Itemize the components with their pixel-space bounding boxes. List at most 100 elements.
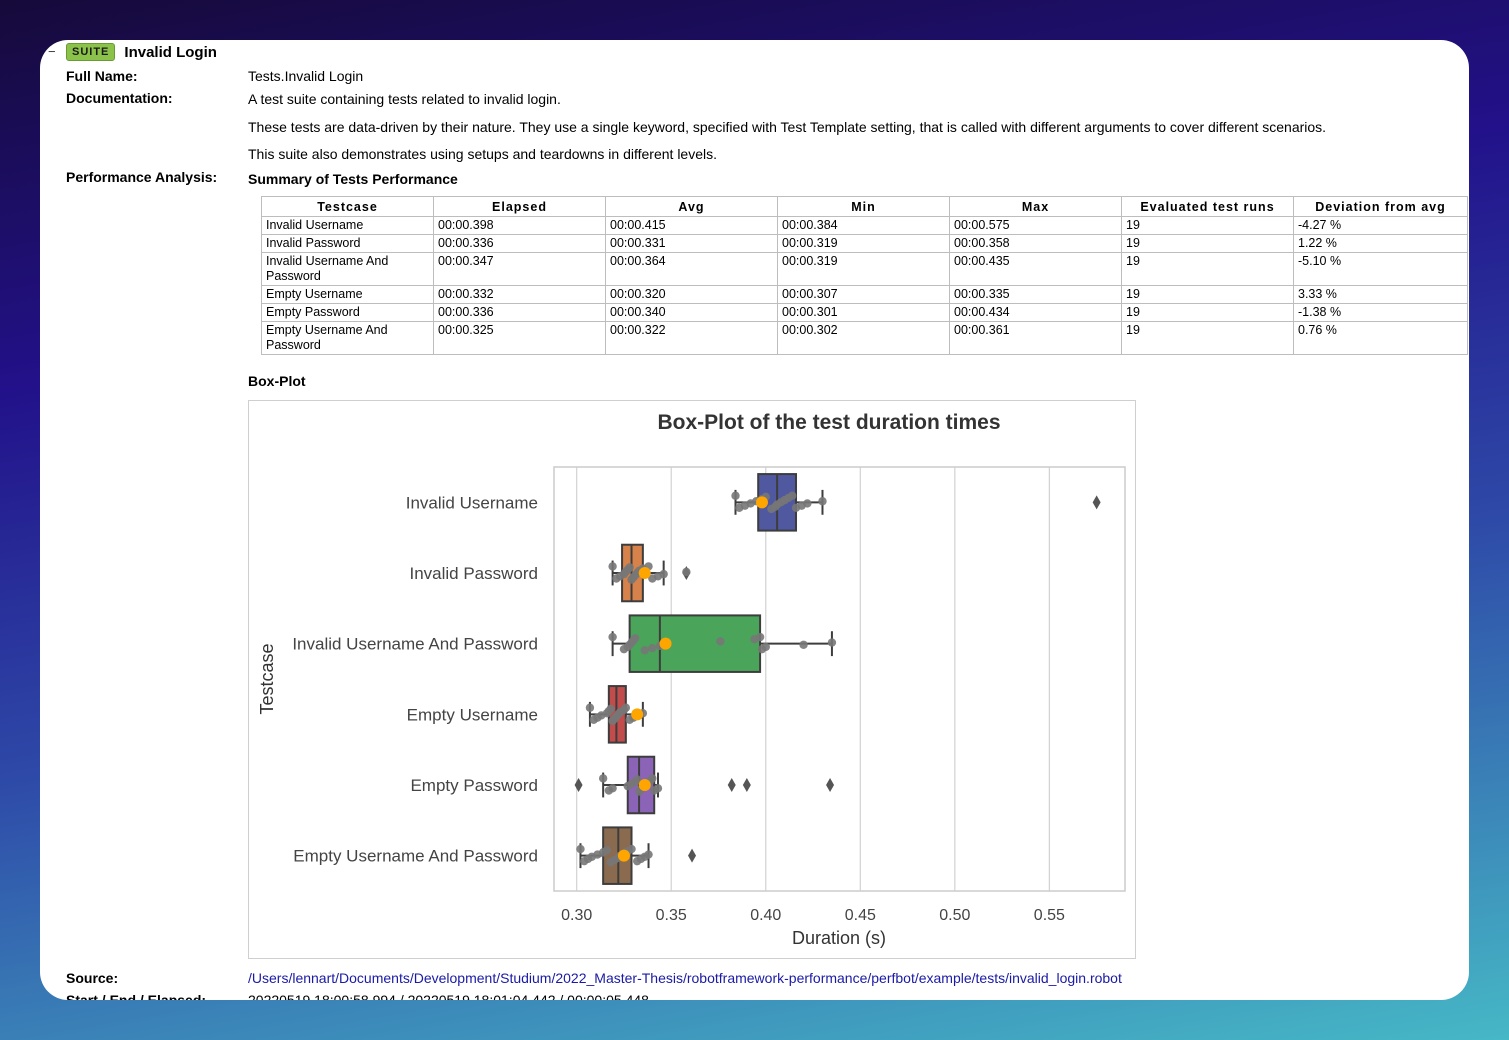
start-end-label: Start / End / Elapsed:	[66, 992, 207, 1000]
table-cell: 19	[1121, 252, 1294, 286]
x-tick-label: 0.50	[939, 907, 970, 924]
table-cell: -4.27 %	[1293, 216, 1468, 235]
table-cell: 3.33 %	[1293, 285, 1468, 304]
table-row: Empty Username And Password 00:00.325 00…	[261, 321, 1468, 355]
outlier-marker	[574, 778, 583, 792]
table-cell: 00:00.434	[949, 303, 1122, 322]
collapse-toggle-icon[interactable]: −	[48, 44, 56, 59]
suite-header[interactable]: SUITE Invalid Login	[66, 42, 217, 62]
boxplot-chart: Box-Plot of the test duration times 0.30 0…	[257, 411, 1126, 948]
current-run-marker	[638, 779, 651, 791]
table-cell: Invalid Password	[261, 234, 434, 253]
table-cell: 19	[1121, 216, 1294, 235]
data-point	[716, 637, 725, 646]
y-tick-label: Invalid Password	[409, 564, 538, 583]
data-point	[631, 633, 640, 643]
table-cell: Invalid Username And Password	[261, 252, 434, 286]
suite-report-card: − SUITE Invalid Login Full Name: Tests.I…	[40, 40, 1469, 1000]
table-cell: 00:00.322	[605, 321, 778, 355]
data-point	[653, 784, 663, 793]
source-link[interactable]: /Users/lennart/Documents/Development/Stu…	[248, 970, 1122, 986]
table-cell: 00:00.302	[777, 321, 950, 355]
y-tick-label: Empty Password	[410, 776, 538, 795]
table-row: Empty Username 00:00.332 00:00.320 00:00…	[261, 285, 1468, 304]
outlier-marker	[742, 778, 751, 792]
column-header: Testcase	[261, 196, 434, 217]
table-cell: 00:00.307	[777, 285, 950, 304]
plot-frame	[553, 466, 1126, 892]
full-name-label: Full Name:	[66, 68, 138, 84]
table-cell: 00:00.336	[433, 234, 606, 253]
data-point	[731, 491, 740, 500]
outlier-marker	[727, 778, 736, 792]
current-run-marker	[755, 496, 768, 509]
table-cell: 00:00.364	[605, 252, 778, 286]
documentation-line-1: A test suite containing tests related to…	[248, 91, 561, 107]
current-run-marker	[631, 708, 644, 721]
table-cell: 19	[1121, 303, 1294, 322]
boxplot-figure: Box-Plot of the test duration times 0.30 0…	[248, 400, 1136, 959]
data-point	[659, 569, 668, 579]
column-header: Max	[949, 196, 1122, 217]
table-cell: 00:00.340	[605, 303, 778, 322]
outlier-marker	[1092, 495, 1101, 510]
full-name-value: Tests.Invalid Login	[248, 68, 364, 84]
table-cell: 00:00.415	[605, 216, 778, 235]
start-end-value: 20220519 18:00:58.994 / 20220519 18:01:0…	[248, 992, 649, 1000]
table-cell: 00:00.301	[777, 303, 950, 322]
box-iqr	[628, 614, 762, 673]
table-cell: 00:00.325	[433, 321, 606, 355]
data-point	[632, 775, 642, 784]
table-cell: Empty Username	[261, 285, 434, 304]
suite-name: Invalid Login	[124, 43, 217, 61]
table-row: Invalid Username And Password 00:00.347 …	[261, 252, 1468, 286]
column-header: Min	[777, 196, 950, 217]
data-point	[606, 704, 615, 714]
performance-table: Testcase Elapsed Avg Min Max Evaluated t…	[261, 196, 1468, 355]
column-header: Evaluated test runs	[1121, 196, 1294, 217]
data-point	[608, 562, 617, 571]
data-point	[608, 632, 617, 642]
y-tick-label: Invalid Username	[406, 493, 538, 512]
data-point	[625, 563, 634, 572]
table-cell: 19	[1121, 321, 1294, 355]
table-cell: 19	[1121, 285, 1294, 304]
performance-analysis-label: Performance Analysis:	[66, 169, 218, 185]
y-tick-label: Empty Username And Password	[293, 847, 538, 866]
table-cell: 00:00.335	[949, 285, 1122, 304]
x-tick-label: 0.40	[750, 907, 781, 924]
table-cell: 00:00.331	[605, 234, 778, 253]
documentation-label: Documentation:	[66, 90, 173, 106]
table-cell: 19	[1121, 234, 1294, 253]
data-point	[608, 784, 617, 793]
table-cell: 00:00.319	[777, 252, 950, 286]
table-cell: 1.22 %	[1293, 234, 1468, 253]
table-cell: 00:00.336	[433, 303, 606, 322]
column-header: Elapsed	[433, 196, 606, 217]
table-cell: -5.10 %	[1293, 252, 1468, 286]
data-point	[576, 844, 585, 854]
table-row: Invalid Password 00:00.336 00:00.331 00:…	[261, 234, 1468, 253]
x-axis-label: Duration (s)	[792, 928, 886, 948]
y-tick-label: Invalid Username And Password	[292, 635, 538, 654]
source-label: Source:	[66, 970, 119, 986]
table-cell: 00:00.575	[949, 216, 1122, 235]
data-point	[598, 774, 608, 783]
suite-badge: SUITE	[66, 43, 116, 61]
current-run-marker	[617, 849, 630, 862]
y-tick-label: Empty Username	[407, 705, 538, 724]
data-point	[648, 774, 657, 783]
x-tick-label: 0.35	[656, 907, 687, 924]
data-point	[799, 640, 808, 649]
table-cell: 00:00.320	[605, 285, 778, 304]
table-cell: 0.76 %	[1293, 321, 1468, 355]
summary-title: Summary of Tests Performance	[248, 171, 458, 187]
table-cell: 00:00.332	[433, 285, 606, 304]
data-point	[621, 703, 631, 712]
data-point	[640, 646, 649, 655]
current-run-marker	[638, 567, 651, 579]
table-cell: 00:00.347	[433, 252, 606, 286]
x-tick-label: 0.30	[561, 907, 592, 924]
x-tick-label: 0.55	[1034, 907, 1065, 924]
data-point	[818, 497, 827, 506]
